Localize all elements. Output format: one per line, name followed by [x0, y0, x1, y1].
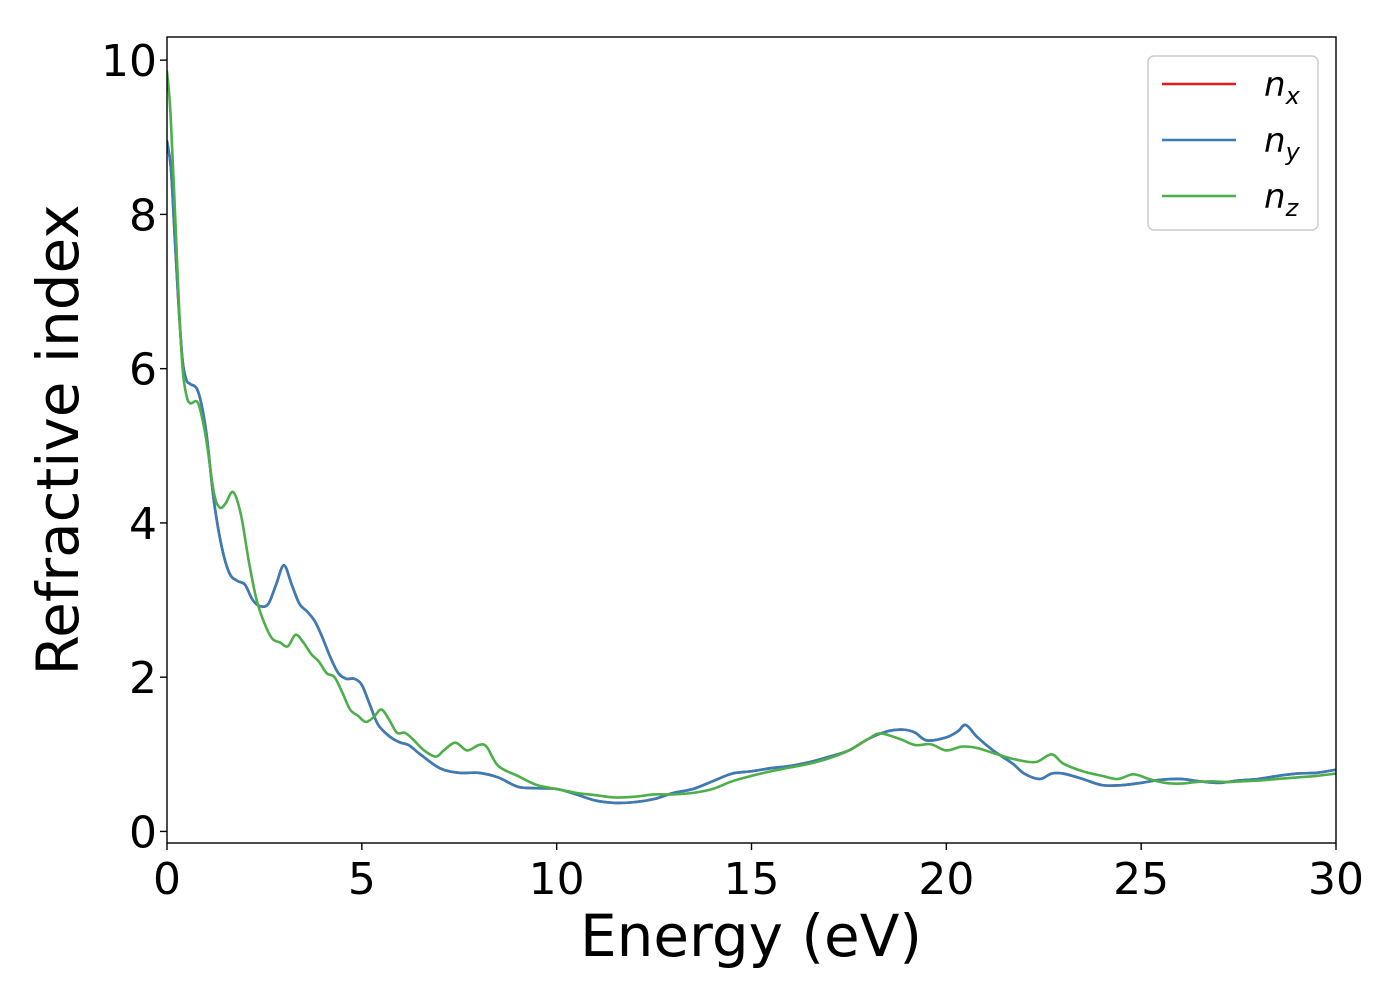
x-axis-title: Energy (eV)	[580, 902, 922, 970]
x-tick-label: 25	[1113, 854, 1169, 905]
x-tick-label: 10	[529, 854, 585, 905]
plot-lines	[167, 70, 1336, 805]
y-axis-title: Refractive index	[24, 204, 92, 675]
y-axis-ticks: 0 2 4 6 8 10	[101, 36, 167, 858]
y-tick-label: 2	[129, 653, 157, 704]
y-tick-label: 4	[129, 499, 157, 550]
x-tick-label: 5	[348, 854, 376, 905]
x-tick-label: 0	[153, 854, 181, 905]
y-tick-label: 0	[129, 807, 157, 858]
y-tick-label: 8	[129, 190, 157, 241]
x-axis-ticks: 0 5 10 15 20 25 30	[153, 843, 1364, 905]
y-tick-label: 10	[101, 36, 157, 87]
x-tick-label: 15	[724, 854, 780, 905]
series-line-ny	[167, 139, 1336, 805]
series-line-nz	[167, 70, 1336, 799]
x-tick-label: 20	[918, 854, 974, 905]
legend-box	[1147, 55, 1319, 231]
x-tick-label: 30	[1308, 854, 1364, 905]
y-tick-label: 6	[129, 345, 157, 396]
